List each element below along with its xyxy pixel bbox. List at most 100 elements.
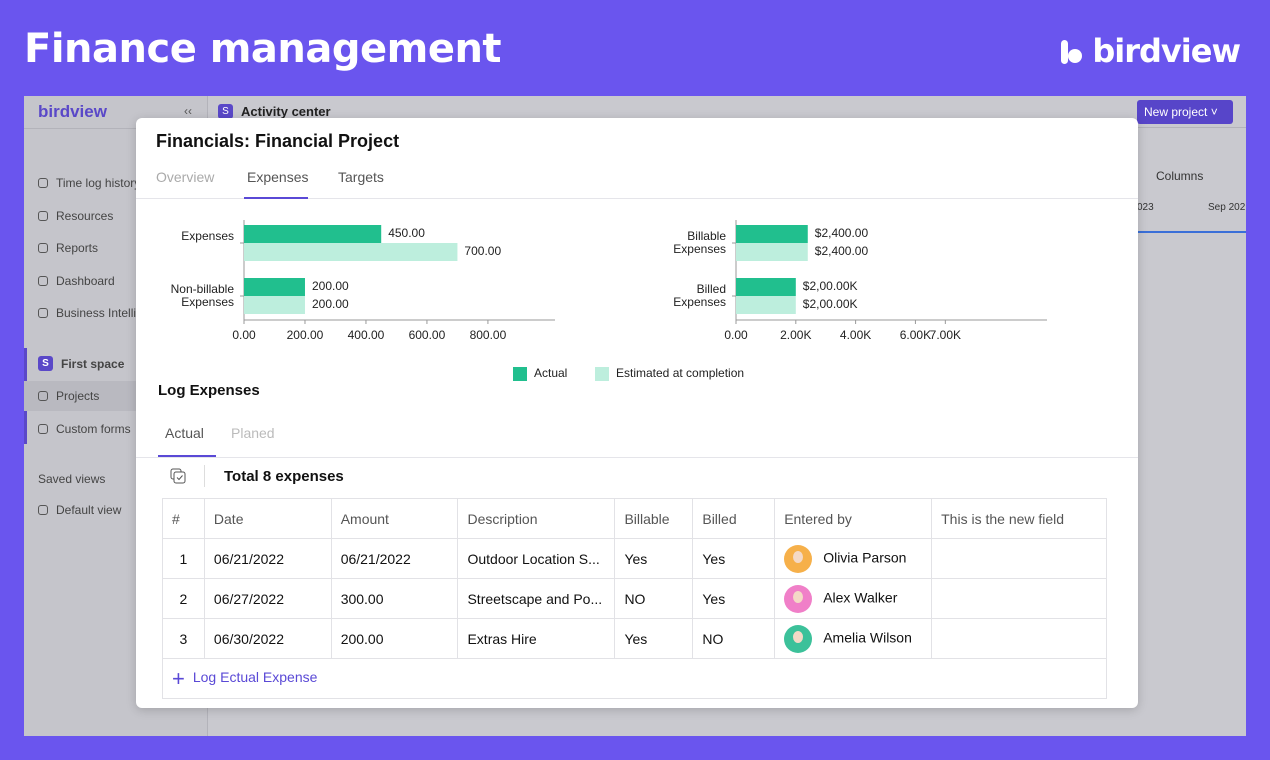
bar xyxy=(244,225,382,243)
column-header: This is the new field xyxy=(931,498,1107,539)
column-header: # xyxy=(162,498,205,539)
space-item[interactable]: S First space xyxy=(38,356,124,371)
category-label: Non-billable Expenses xyxy=(170,282,234,309)
nav-item[interactable]: Projects xyxy=(38,389,99,403)
tab[interactable]: Targets xyxy=(338,169,384,185)
tab[interactable]: Expenses xyxy=(247,169,309,185)
tab[interactable]: Actual xyxy=(165,425,204,441)
x-tick-label: 200.00 xyxy=(287,328,324,342)
nav-label: Time log history xyxy=(56,176,141,190)
value-label: $2,00.00K xyxy=(803,279,858,293)
value-label: $2,400.00 xyxy=(815,226,869,240)
charts: 0.00 200.00 400.00 600.00 800.00 450.00 700.00… xyxy=(232,220,1047,381)
table-cell: 3 xyxy=(162,618,205,659)
logo: birdview xyxy=(1092,32,1241,70)
user-name: Amelia Wilson xyxy=(823,629,912,646)
table-row: 3 06/30/2022 200.00 Extras Hire Yes NO Amelia … xyxy=(162,618,1107,659)
table-cell xyxy=(931,578,1107,619)
x-tick-label: 0.00 xyxy=(724,328,748,342)
nav-label: Reports xyxy=(56,241,99,255)
header-row: # Date Amount Description Billable Billed Ente… xyxy=(162,498,1107,539)
nav-icon xyxy=(38,505,48,515)
add-row: + Log Ectual Expense xyxy=(162,658,1107,699)
add-expense-button[interactable]: + Log Ectual Expense xyxy=(172,666,318,691)
nav-item[interactable]: Business Intellig xyxy=(38,306,143,320)
legend-label: Estimated at completion xyxy=(616,366,744,380)
nav-item[interactable]: Time log history xyxy=(38,176,140,190)
nav-icon xyxy=(38,243,48,253)
tab[interactable]: Overview xyxy=(156,169,215,185)
saved-views[interactable]: Saved views xyxy=(38,472,106,486)
add-label: Log Ectual Expense xyxy=(192,669,318,686)
table-cell: 1 xyxy=(162,538,205,579)
tab[interactable]: Planed xyxy=(231,425,275,441)
expenses-table: # Date Amount Description Billable Billed Ente… xyxy=(162,498,1107,699)
dialog-title: Financials: Financial Project xyxy=(156,131,400,151)
nav-item[interactable]: Default view xyxy=(38,503,121,517)
breadcrumb[interactable]: Activity center xyxy=(241,104,331,119)
new-project-button[interactable]: New project ˅ xyxy=(1137,100,1233,124)
nav-item[interactable]: Resources xyxy=(38,209,113,223)
column-header: Billed xyxy=(692,498,776,539)
nav-icon xyxy=(38,308,48,318)
value-label: 700.00 xyxy=(464,244,501,258)
table-cell: Alex Walker xyxy=(774,578,933,619)
table-cell: NO xyxy=(692,618,776,659)
column-header: Description xyxy=(457,498,616,539)
bar xyxy=(244,243,458,261)
bar xyxy=(736,243,808,261)
columns-button[interactable]: Columns xyxy=(1156,169,1204,183)
space-name: First space xyxy=(61,356,125,371)
nav-label: Dashboard xyxy=(56,273,115,288)
x-tick-label: 600.00 xyxy=(409,328,446,342)
logo-icon xyxy=(1061,40,1082,64)
nav-item[interactable]: Custom forms xyxy=(38,422,131,436)
button-label: New project xyxy=(1144,105,1208,119)
table-cell xyxy=(931,538,1107,579)
collapse-button[interactable]: ‹‹ xyxy=(184,104,192,118)
table-cell: Olivia Parson xyxy=(774,538,933,579)
space-badge: S xyxy=(218,104,233,119)
table-cell: Yes xyxy=(692,538,776,579)
value-label: $2,400.00 xyxy=(815,244,869,258)
x-tick-label: 4.00K xyxy=(840,328,871,342)
nav-icon xyxy=(38,178,48,188)
column-header: Entered by xyxy=(774,498,933,539)
column-header: Billable xyxy=(614,498,694,539)
tab-indicator xyxy=(244,197,308,199)
x-tick-label: 0.00 xyxy=(232,328,256,342)
bar xyxy=(736,225,808,243)
table-row: 2 06/27/2022 300.00 Streetscape and Po... NO… xyxy=(162,578,1107,619)
table-cell: 06/21/2022 xyxy=(203,538,332,579)
x-tick-label: 7.00K xyxy=(930,328,961,342)
nav-icon xyxy=(38,391,48,401)
nav-item[interactable]: Dashboard xyxy=(38,274,115,288)
bar xyxy=(736,278,796,296)
avatar xyxy=(784,544,813,573)
category-label: Expenses xyxy=(181,229,234,243)
section-title: Log Expenses xyxy=(158,382,260,399)
bar xyxy=(244,278,305,296)
total-count: Total 8 expenses xyxy=(224,468,344,485)
page-title: Finance management xyxy=(24,26,502,72)
nav-label: Business Intellig xyxy=(56,306,143,320)
separator xyxy=(204,465,205,487)
divider xyxy=(136,198,1138,199)
space-badge: S xyxy=(38,356,53,371)
table-cell: Amelia Wilson xyxy=(774,618,933,659)
table-cell xyxy=(931,618,1107,659)
nav-item[interactable]: Reports xyxy=(38,241,98,255)
table-row: 1 06/21/2022 06/21/2022 Outdoor Location S.… xyxy=(162,538,1107,579)
table-body: 1 06/21/2022 06/21/2022 Outdoor Location S.… xyxy=(162,538,1107,699)
value-label: 450.00 xyxy=(388,226,425,240)
user-name: Olivia Parson xyxy=(823,549,907,566)
category-label: Billed Expenses xyxy=(673,282,726,309)
table-cell: Yes xyxy=(692,578,776,619)
table-cell: 300.00 xyxy=(330,578,459,619)
table-cell: Yes xyxy=(614,538,694,579)
table-cell: Extras Hire xyxy=(457,618,616,659)
bar xyxy=(736,296,796,314)
select-icon[interactable] xyxy=(170,468,186,484)
